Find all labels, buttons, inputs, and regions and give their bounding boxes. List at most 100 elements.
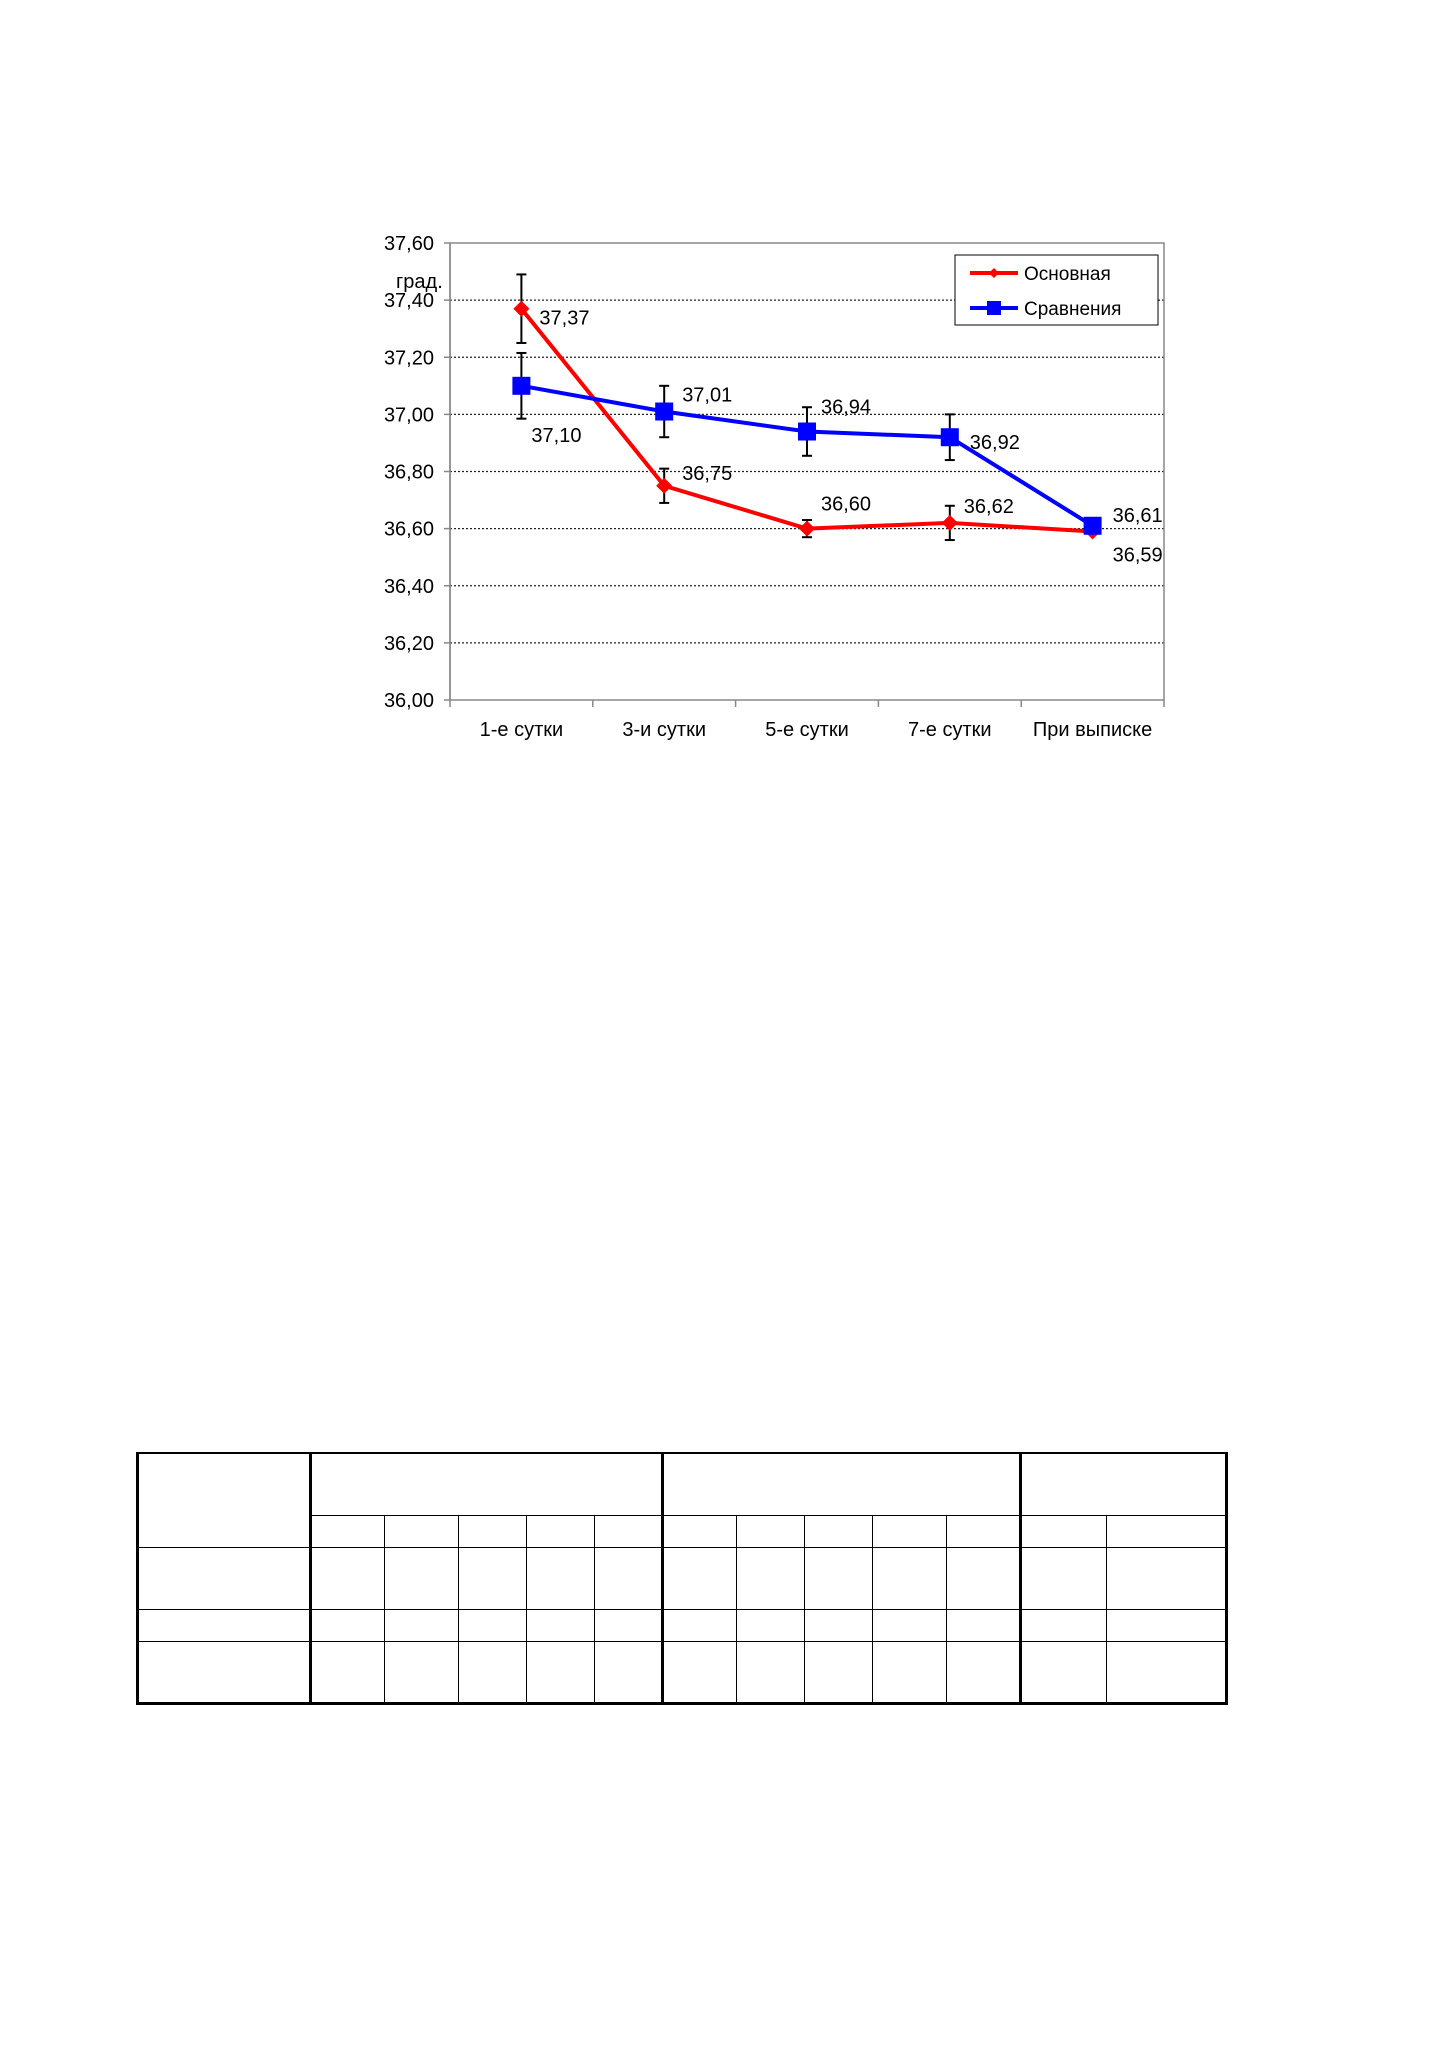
data-label: 36,94	[821, 397, 871, 419]
table-cell	[458, 1640, 527, 1705]
x-axis: 1-е сутки 3-и сутки 5-е сутки 7-е сутки При …	[449, 700, 1165, 741]
table-cell	[804, 1640, 873, 1705]
x-tick-label: 3-и сутки	[622, 719, 706, 741]
table-cell	[310, 1546, 385, 1610]
table-cell	[458, 1608, 527, 1642]
data-label: 36,75	[682, 463, 732, 485]
table-cell	[1106, 1640, 1228, 1705]
data-label: 37,01	[682, 385, 732, 407]
table-cell	[384, 1546, 459, 1610]
data-labels: 37,37 36,75 36,60 36,62 36,59 37,10 37,01 36,94…	[531, 308, 1162, 567]
y-tick-label: 37,60	[384, 233, 434, 255]
table-cell	[1020, 1452, 1228, 1516]
legend: Основная Сравнения	[954, 254, 1159, 326]
empty-table	[136, 1452, 1228, 1705]
legend-label: Основная	[1024, 264, 1111, 285]
table-cell	[136, 1608, 312, 1642]
data-point	[798, 422, 816, 441]
data-point	[512, 376, 531, 395]
data-point	[1083, 516, 1102, 535]
table-cell	[458, 1514, 527, 1548]
data-label: 37,37	[539, 308, 589, 330]
table-cell	[594, 1546, 664, 1610]
table-cell	[384, 1608, 459, 1642]
table-cell	[804, 1546, 873, 1610]
table-cell	[384, 1514, 459, 1548]
table-cell	[946, 1608, 1022, 1642]
table-cell	[872, 1608, 947, 1642]
y-tick-label: 37,20	[384, 347, 434, 369]
table-header-row	[136, 1452, 1228, 1548]
table-cell	[662, 1608, 737, 1642]
table-cell	[662, 1546, 737, 1610]
table-cell	[736, 1546, 805, 1610]
table-cell	[872, 1546, 947, 1610]
y-tick-label: 36,60	[384, 519, 434, 541]
data-point	[941, 514, 958, 531]
y-tick-label: 37,40	[384, 290, 434, 312]
table-cell	[872, 1514, 947, 1548]
table-row	[136, 1608, 1228, 1642]
y-tick-label: 36,00	[384, 690, 434, 712]
data-label: 36,59	[1113, 544, 1163, 566]
table-cell	[804, 1514, 873, 1548]
data-point	[940, 428, 959, 447]
table-cell	[804, 1608, 873, 1642]
table-cell	[1106, 1546, 1228, 1610]
table-cell	[526, 1608, 595, 1642]
table-cell	[310, 1608, 385, 1642]
data-point	[513, 300, 530, 317]
table-cell	[946, 1546, 1022, 1610]
legend-label: Сравнения	[1024, 299, 1121, 320]
table-cell	[136, 1546, 312, 1610]
table-cell	[1020, 1608, 1107, 1642]
data-point	[799, 520, 815, 537]
table-cell	[594, 1514, 664, 1548]
table-cell	[1020, 1514, 1107, 1548]
table-cell	[662, 1640, 737, 1705]
series-osnovnaya	[513, 273, 1101, 542]
table-cell	[310, 1640, 385, 1705]
y-tick-label: 36,20	[384, 633, 434, 655]
series-sravneniya	[512, 351, 1102, 535]
series-layer	[512, 273, 1102, 542]
table-cell	[136, 1452, 312, 1548]
table-cell	[384, 1640, 459, 1705]
table-cell	[736, 1514, 805, 1548]
table-cell	[526, 1640, 595, 1705]
x-tick-label: 7-е сутки	[908, 719, 992, 741]
data-label: 36,92	[970, 432, 1020, 454]
x-tick-label: При выписке	[1033, 719, 1152, 741]
table-cell	[872, 1640, 947, 1705]
table-cell	[662, 1514, 737, 1548]
table-cell	[1020, 1546, 1107, 1610]
table-cell	[594, 1608, 664, 1642]
temperature-chart: 36,00 36,20 36,40 36,60 36,80 37,00 37,20 37,40…	[384, 233, 1165, 741]
table-cell	[946, 1640, 1022, 1705]
y-axis-label: град.	[396, 271, 443, 293]
table-cell	[736, 1640, 805, 1705]
table-row	[136, 1546, 1228, 1610]
y-tick-label: 37,00	[384, 404, 434, 426]
table-cell	[1106, 1514, 1228, 1548]
legend-marker	[989, 268, 999, 278]
data-point	[656, 477, 673, 494]
table-cell	[458, 1546, 527, 1610]
table-row	[136, 1640, 1228, 1705]
data-label: 37,10	[531, 425, 581, 447]
y-tick-label: 36,40	[384, 576, 434, 598]
table-cell	[526, 1546, 595, 1610]
data-label: 36,60	[821, 494, 871, 516]
table-cell	[1020, 1640, 1107, 1705]
table-cell	[736, 1608, 805, 1642]
legend-marker	[987, 301, 1001, 315]
table-cell	[594, 1640, 664, 1705]
x-tick-label: 1-е сутки	[480, 719, 564, 741]
table-cell	[310, 1514, 385, 1548]
table-cell	[136, 1640, 312, 1705]
y-tick-label: 36,80	[384, 462, 434, 484]
table-cell	[946, 1514, 1022, 1548]
data-point	[655, 402, 674, 421]
table-cell	[310, 1452, 664, 1516]
x-tick-label: 5-е сутки	[765, 719, 849, 741]
